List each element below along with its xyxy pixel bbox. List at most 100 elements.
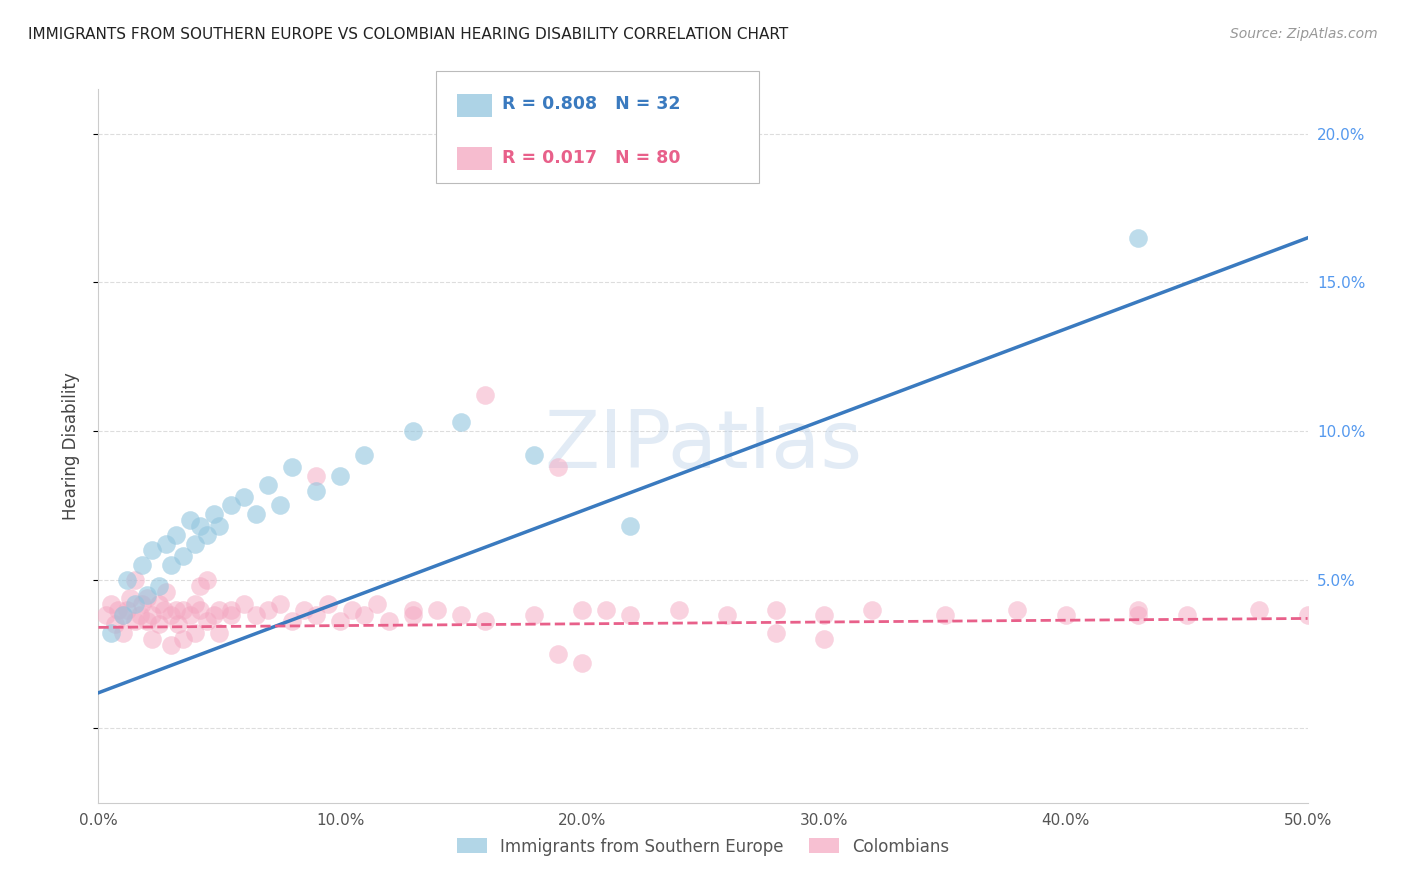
Text: R = 0.808   N = 32: R = 0.808 N = 32 <box>502 95 681 113</box>
Point <box>184 626 207 640</box>
Text: ZIPatlas: ZIPatlas <box>544 407 862 485</box>
Point <box>316 597 339 611</box>
Point <box>269 499 291 513</box>
Point <box>547 459 569 474</box>
Point <box>1175 608 1198 623</box>
Point <box>141 632 163 647</box>
Point <box>547 647 569 661</box>
Point <box>111 626 134 640</box>
Point <box>167 617 190 632</box>
Point <box>204 608 226 623</box>
Point <box>188 579 211 593</box>
Point <box>1007 602 1029 616</box>
Point <box>172 632 194 647</box>
Point <box>208 602 231 616</box>
Point <box>124 615 146 629</box>
Point <box>195 573 218 587</box>
Point <box>402 608 425 623</box>
Point <box>111 608 134 623</box>
Point <box>135 588 157 602</box>
Point <box>305 608 328 623</box>
Point <box>172 602 194 616</box>
Point <box>450 415 472 429</box>
Point <box>353 608 375 623</box>
Point <box>813 608 835 623</box>
Point <box>860 602 883 616</box>
Point <box>188 519 211 533</box>
Point <box>619 519 641 533</box>
Point <box>100 597 122 611</box>
Point <box>117 602 139 616</box>
Point <box>148 597 170 611</box>
Point <box>474 388 496 402</box>
Point <box>148 579 170 593</box>
Point <box>184 537 207 551</box>
Y-axis label: Hearing Disability: Hearing Disability <box>62 372 80 520</box>
Point <box>117 573 139 587</box>
Point <box>165 528 187 542</box>
Point <box>281 459 304 474</box>
Point <box>668 602 690 616</box>
Point <box>402 602 425 616</box>
Point <box>172 549 194 563</box>
Point <box>402 424 425 438</box>
Point <box>135 591 157 605</box>
Point <box>765 602 787 616</box>
Point <box>523 448 546 462</box>
Point <box>571 602 593 616</box>
Point <box>124 597 146 611</box>
Point <box>165 602 187 616</box>
Point <box>160 558 183 572</box>
Point <box>204 508 226 522</box>
Point <box>184 597 207 611</box>
Point <box>366 597 388 611</box>
Point <box>179 608 201 623</box>
Point <box>305 483 328 498</box>
Legend: Immigrants from Southern Europe, Colombians: Immigrants from Southern Europe, Colombi… <box>450 831 956 863</box>
Point <box>1296 608 1319 623</box>
Point <box>245 508 267 522</box>
Point <box>94 608 117 623</box>
Point <box>342 602 364 616</box>
Point <box>813 632 835 647</box>
Point <box>450 608 472 623</box>
Point <box>232 597 254 611</box>
Point <box>1054 608 1077 623</box>
Point <box>716 608 738 623</box>
Point <box>155 584 177 599</box>
Point <box>329 468 352 483</box>
Text: R = 0.017   N = 80: R = 0.017 N = 80 <box>502 149 681 167</box>
Point <box>152 602 174 616</box>
Point <box>104 617 127 632</box>
Point <box>934 608 956 623</box>
Point <box>107 602 129 616</box>
Point <box>111 608 134 623</box>
Point <box>353 448 375 462</box>
Point <box>124 573 146 587</box>
Point <box>292 602 315 616</box>
Point <box>377 615 399 629</box>
Point <box>148 617 170 632</box>
Point <box>245 608 267 623</box>
Point <box>131 558 153 572</box>
Point <box>1128 602 1150 616</box>
Point <box>765 626 787 640</box>
Point <box>281 615 304 629</box>
Point <box>100 626 122 640</box>
Point <box>426 602 449 616</box>
Point <box>232 490 254 504</box>
Point <box>1128 231 1150 245</box>
Point <box>135 615 157 629</box>
Point <box>619 608 641 623</box>
Point <box>188 602 211 616</box>
Point <box>160 608 183 623</box>
Point <box>118 591 141 605</box>
Point <box>195 528 218 542</box>
Point <box>155 537 177 551</box>
Point <box>1128 608 1150 623</box>
Point <box>179 513 201 527</box>
Text: Source: ZipAtlas.com: Source: ZipAtlas.com <box>1230 27 1378 41</box>
Point <box>256 602 278 616</box>
Point <box>269 597 291 611</box>
Point <box>1249 602 1271 616</box>
